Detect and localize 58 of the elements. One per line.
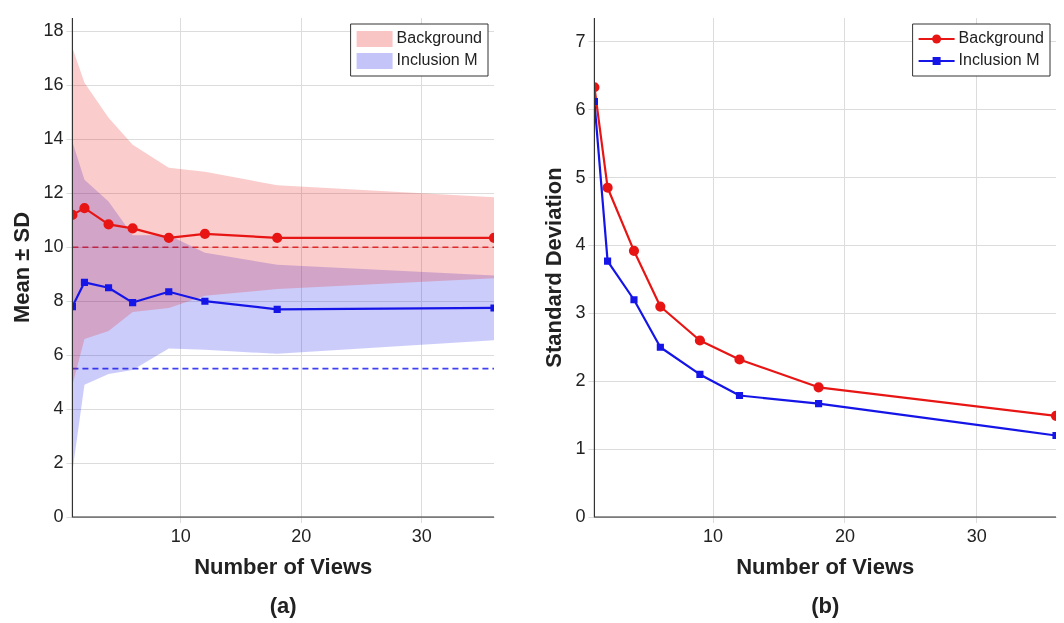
point <box>199 228 211 239</box>
point <box>103 219 114 230</box>
legend-label: Background <box>958 29 1044 47</box>
y-tick-label: 7 <box>575 30 586 51</box>
point <box>127 223 138 234</box>
y-tick-label: 14 <box>43 128 64 149</box>
x-tick-label: 30 <box>966 525 987 546</box>
y-tick-label: 0 <box>575 505 586 526</box>
point <box>129 298 137 307</box>
y-axis-title: Mean ± SD <box>9 211 35 324</box>
point <box>273 305 281 313</box>
point <box>104 284 113 292</box>
point <box>604 257 612 265</box>
y-tick-label: 16 <box>43 74 64 95</box>
y-tick-label: 6 <box>53 344 64 365</box>
y-tick-label: 4 <box>53 398 64 419</box>
y-axis-title: Standard Deviation <box>541 167 567 368</box>
point <box>602 182 613 193</box>
y-tick-label: 2 <box>575 370 586 391</box>
legend-label: Background <box>396 29 482 47</box>
x-tick-label: 20 <box>291 525 312 546</box>
legend-label: Inclusion M <box>958 51 1040 69</box>
point <box>655 301 666 312</box>
y-tick-label: 2 <box>53 452 64 473</box>
x-tick-label: 20 <box>834 525 855 546</box>
x-tick-label: 10 <box>703 525 724 546</box>
point <box>656 343 664 351</box>
y-tick-label: 3 <box>575 302 586 323</box>
point <box>201 297 209 305</box>
x-tick-label: 30 <box>411 525 432 546</box>
y-tick-label: 4 <box>575 234 586 255</box>
y-tick-label: 10 <box>43 236 64 257</box>
point <box>272 232 283 243</box>
y-tick-label: 6 <box>575 98 586 119</box>
point <box>630 296 638 304</box>
text: (a) <box>269 593 297 618</box>
point <box>163 232 174 243</box>
point <box>696 370 704 378</box>
y-tick-label: 5 <box>575 166 586 187</box>
y-tick-label: 12 <box>43 182 64 203</box>
point <box>815 400 823 408</box>
x-tick-label: 10 <box>170 525 191 546</box>
y-tick-label: 0 <box>53 505 64 526</box>
point <box>734 354 745 365</box>
point <box>813 382 824 393</box>
y-tick-label: 8 <box>53 290 64 311</box>
legend-label: Inclusion M <box>396 51 478 69</box>
point <box>80 278 89 286</box>
x-axis-title: Number of Views <box>736 553 915 579</box>
point <box>165 288 173 296</box>
x-axis-title: Number of Views <box>194 553 373 579</box>
point <box>694 335 706 346</box>
y-tick-label: 18 <box>43 20 64 41</box>
point <box>628 245 640 256</box>
point <box>79 203 90 214</box>
y-tick-label: 1 <box>575 438 586 459</box>
point <box>735 391 744 400</box>
text: (b) <box>811 593 840 618</box>
